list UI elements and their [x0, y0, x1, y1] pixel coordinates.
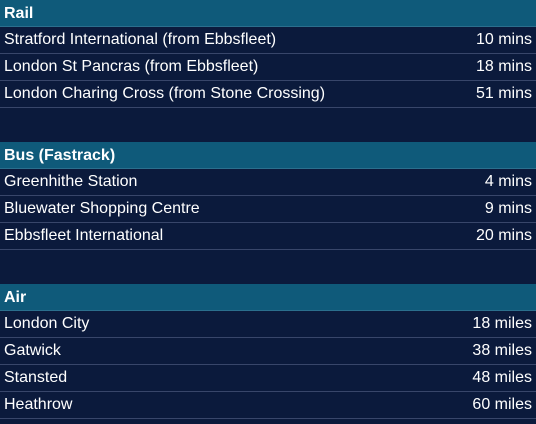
row-label: London Charing Cross (from Stone Crossin…	[4, 85, 326, 102]
rail-header: Rail	[0, 0, 536, 27]
table-row: Bluewater Shopping Centre 9 mins	[0, 196, 536, 223]
table-row: Stansted 48 miles	[0, 365, 536, 392]
row-value: 60 miles	[472, 396, 532, 413]
bus-header: Bus (Fastrack)	[0, 142, 536, 169]
row-label: London City	[4, 315, 90, 332]
bus-section: Bus (Fastrack) Greenhithe Station 4 mins…	[0, 142, 536, 250]
air-header: Air	[0, 284, 536, 311]
row-label: Ebbsfleet International	[4, 227, 164, 244]
row-label: Stansted	[4, 369, 68, 386]
table-row: Greenhithe Station 4 mins	[0, 169, 536, 196]
row-value: 9 mins	[484, 200, 532, 217]
table-row: Gatwick 38 miles	[0, 338, 536, 365]
row-label: Gatwick	[4, 342, 61, 359]
table-row: Heathrow 60 miles	[0, 392, 536, 419]
row-value: 18 miles	[472, 315, 532, 332]
row-value: 18 mins	[475, 58, 532, 75]
air-section: Air London City 18 miles Gatwick 38 mile…	[0, 284, 536, 419]
table-row: London St Pancras (from Ebbsfleet) 18 mi…	[0, 54, 536, 81]
row-value: 51 mins	[475, 85, 532, 102]
row-label: Heathrow	[4, 396, 73, 413]
row-label: London St Pancras (from Ebbsfleet)	[4, 58, 259, 75]
table-row: London City 18 miles	[0, 311, 536, 338]
row-label: Bluewater Shopping Centre	[4, 200, 200, 217]
row-value: 10 mins	[475, 31, 532, 48]
rail-section: Rail Stratford International (from Ebbsf…	[0, 0, 536, 108]
table-row: Ebbsfleet International 20 mins	[0, 223, 536, 250]
table-row: Stratford International (from Ebbsfleet)…	[0, 27, 536, 54]
row-label: Greenhithe Station	[4, 173, 138, 190]
table-row: London Charing Cross (from Stone Crossin…	[0, 81, 536, 108]
row-value: 48 miles	[472, 369, 532, 386]
row-value: 4 mins	[484, 173, 532, 190]
row-label: Stratford International (from Ebbsfleet)	[4, 31, 277, 48]
row-value: 38 miles	[472, 342, 532, 359]
row-value: 20 mins	[475, 227, 532, 244]
